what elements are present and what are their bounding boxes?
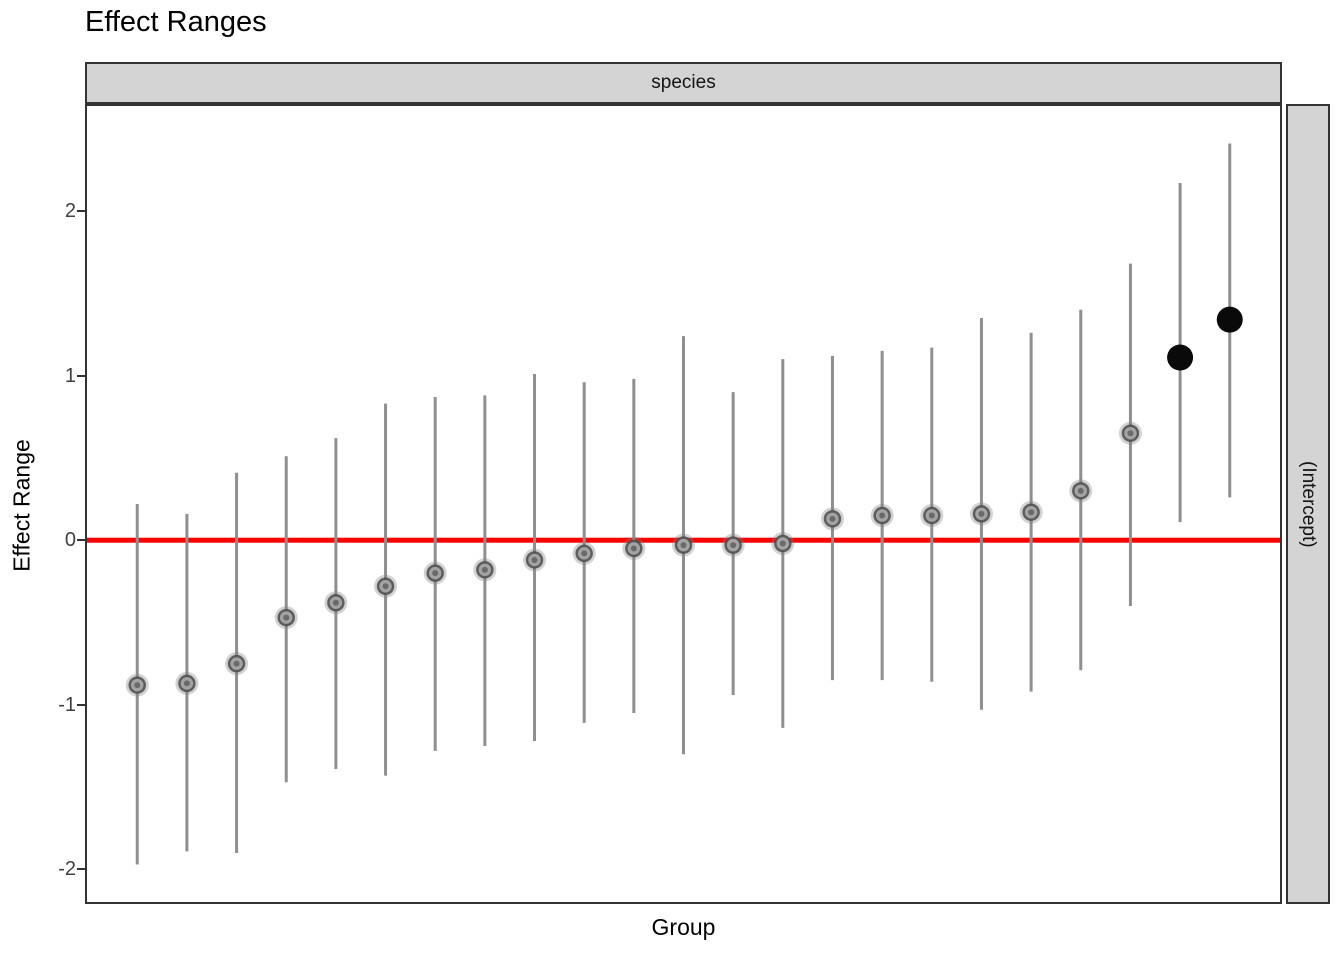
point-center bbox=[630, 545, 637, 552]
point-center bbox=[829, 515, 836, 522]
facet-strip-top-label: species bbox=[651, 72, 716, 93]
chart-title: Effect Ranges bbox=[85, 6, 267, 38]
plot-panel bbox=[85, 104, 1282, 904]
point-center bbox=[879, 512, 886, 519]
significant-point bbox=[1216, 306, 1243, 333]
point-center bbox=[680, 542, 687, 549]
point-center bbox=[134, 682, 141, 689]
point-center bbox=[531, 556, 538, 563]
facet-strip-right: (Intercept) bbox=[1286, 104, 1330, 904]
facet-strip-top: species bbox=[85, 62, 1282, 104]
y-tick-mark bbox=[77, 209, 85, 212]
panel-border bbox=[85, 104, 1282, 904]
plot-canvas bbox=[85, 104, 1282, 904]
point-center bbox=[233, 660, 240, 667]
y-tick-label: 1 bbox=[64, 364, 76, 387]
point-center bbox=[581, 550, 588, 557]
point-center bbox=[382, 583, 389, 590]
point-center bbox=[183, 680, 190, 687]
y-tick-label: -1 bbox=[58, 693, 76, 716]
point-center bbox=[432, 570, 439, 577]
y-tick-label: -2 bbox=[58, 858, 76, 881]
y-tick-mark bbox=[77, 703, 85, 706]
point-center bbox=[332, 599, 339, 606]
significant-point bbox=[1167, 344, 1194, 371]
y-tick-mark bbox=[77, 539, 85, 542]
y-tick-label: 0 bbox=[64, 529, 76, 552]
facet-strip-right-label: (Intercept) bbox=[1298, 460, 1319, 548]
y-tick-mark bbox=[77, 374, 85, 377]
point-center bbox=[1077, 487, 1084, 494]
point-center bbox=[283, 614, 290, 621]
point-center bbox=[730, 542, 737, 549]
point-center bbox=[779, 540, 786, 547]
y-tick-label: 2 bbox=[64, 199, 76, 222]
point-center bbox=[481, 566, 488, 573]
point-center bbox=[1127, 430, 1134, 437]
y-axis-title: Effect Range bbox=[8, 439, 35, 572]
y-tick-mark bbox=[77, 868, 85, 871]
point-center bbox=[1028, 509, 1035, 516]
point-center bbox=[978, 510, 985, 517]
point-center bbox=[928, 512, 935, 519]
x-axis-title: Group bbox=[651, 914, 716, 940]
